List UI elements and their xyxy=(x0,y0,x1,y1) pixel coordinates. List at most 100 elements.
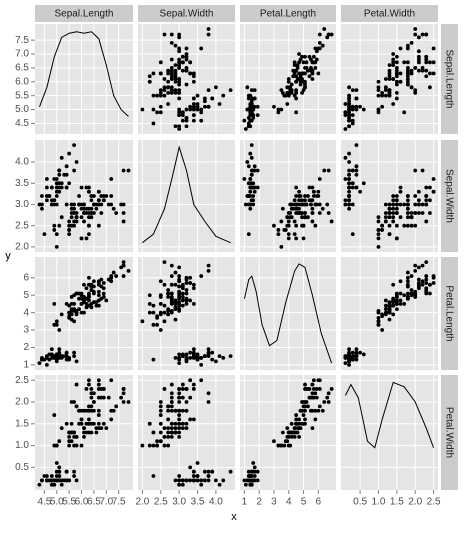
point xyxy=(405,215,410,220)
point xyxy=(151,430,156,435)
point xyxy=(221,355,226,360)
point xyxy=(169,74,174,79)
point xyxy=(387,68,392,73)
point xyxy=(383,310,388,315)
y-tick-label: 2.5 xyxy=(15,375,29,386)
point xyxy=(248,107,253,112)
point xyxy=(177,395,182,400)
point xyxy=(57,347,62,352)
point xyxy=(91,202,96,207)
point xyxy=(416,198,421,203)
point xyxy=(286,219,291,224)
point xyxy=(96,378,101,383)
point xyxy=(96,421,101,426)
point xyxy=(288,443,293,448)
point xyxy=(84,185,89,190)
point xyxy=(398,298,403,303)
point xyxy=(383,303,388,308)
y-tick-label: 5.5 xyxy=(15,90,29,101)
point xyxy=(155,439,160,444)
point xyxy=(180,395,185,400)
point xyxy=(158,439,163,444)
point xyxy=(104,426,109,431)
point xyxy=(213,85,218,90)
point xyxy=(405,77,410,81)
point xyxy=(416,57,421,62)
x-tick-label: 4.5 xyxy=(37,497,51,508)
point xyxy=(79,443,84,448)
point xyxy=(184,57,189,62)
point xyxy=(42,232,47,237)
point xyxy=(191,113,196,118)
point xyxy=(195,104,200,109)
point xyxy=(74,404,79,409)
point xyxy=(276,232,281,237)
point xyxy=(317,387,322,391)
point xyxy=(306,194,310,198)
point xyxy=(166,434,171,439)
point xyxy=(409,223,414,228)
point xyxy=(57,185,62,190)
point xyxy=(405,60,410,65)
strip xyxy=(441,24,458,134)
point xyxy=(173,426,178,431)
point xyxy=(242,118,247,123)
point xyxy=(303,194,307,198)
point xyxy=(246,164,251,169)
point xyxy=(245,160,250,164)
point xyxy=(282,93,287,98)
point xyxy=(79,206,84,211)
point xyxy=(67,478,72,483)
point xyxy=(292,93,297,98)
point xyxy=(301,71,306,76)
point xyxy=(358,189,363,194)
point xyxy=(387,88,392,93)
point xyxy=(347,185,351,190)
point xyxy=(301,79,306,84)
point xyxy=(94,430,99,435)
point xyxy=(255,168,260,173)
point xyxy=(72,143,77,147)
point xyxy=(59,215,64,220)
point xyxy=(280,206,285,211)
point xyxy=(249,102,254,106)
point xyxy=(158,110,163,115)
point xyxy=(166,307,171,312)
point xyxy=(387,90,392,95)
point xyxy=(79,185,84,190)
point xyxy=(191,118,196,123)
point xyxy=(326,211,331,215)
point xyxy=(72,469,77,474)
point xyxy=(289,434,294,439)
point xyxy=(295,430,300,435)
y-tick-label: 6 xyxy=(23,272,29,283)
point xyxy=(347,93,351,98)
point xyxy=(424,54,429,59)
point xyxy=(286,93,291,98)
point xyxy=(64,202,69,207)
point xyxy=(177,107,182,112)
point xyxy=(347,206,351,211)
point xyxy=(394,90,399,95)
point xyxy=(420,202,425,207)
point xyxy=(304,387,309,391)
point xyxy=(298,194,303,198)
point xyxy=(391,312,396,317)
point xyxy=(72,319,77,324)
point xyxy=(210,357,215,362)
point xyxy=(294,185,299,190)
x-tick-label: 1 xyxy=(242,497,248,508)
point xyxy=(44,185,49,190)
point xyxy=(199,110,204,115)
point xyxy=(394,206,399,211)
point xyxy=(376,215,381,220)
point xyxy=(248,177,253,181)
point xyxy=(276,228,281,232)
point xyxy=(228,88,233,93)
point xyxy=(416,265,421,270)
x-axis-title: x xyxy=(231,511,237,523)
point xyxy=(188,395,193,400)
point xyxy=(121,391,126,396)
point xyxy=(74,219,79,224)
point xyxy=(169,434,174,439)
